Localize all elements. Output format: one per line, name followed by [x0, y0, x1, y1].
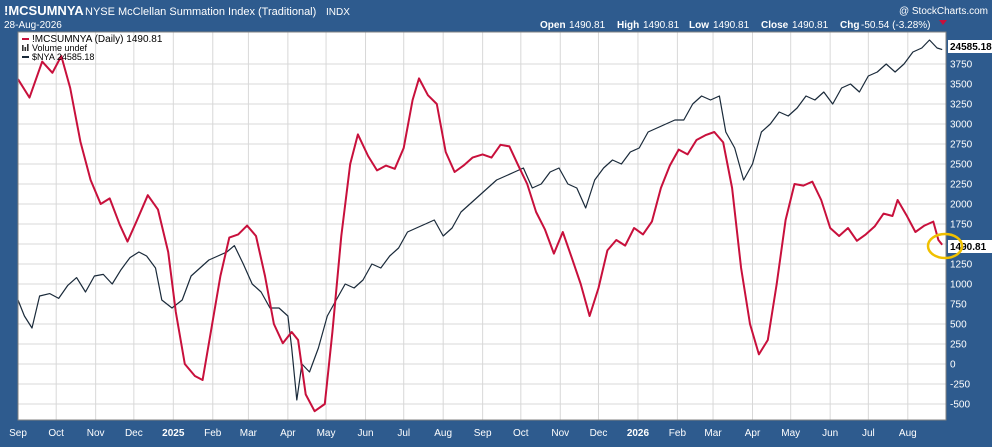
index-name: NYSE McClellan Summation Index (Traditio…: [85, 6, 316, 18]
x-tick-label: Oct: [48, 428, 64, 439]
x-tick-label: Jun: [357, 428, 373, 439]
x-tick-label: Dec: [125, 428, 143, 439]
y-tick-label: 2500: [950, 160, 973, 171]
symbol-title: !MCSUMNYA: [4, 3, 84, 18]
open-label: Open: [540, 20, 566, 31]
nya-last-value-tag: 24585.18: [948, 40, 992, 53]
y-tick-label: 2250: [950, 180, 973, 191]
down-arrow-icon: [939, 20, 947, 25]
x-tick-label: Apr: [280, 428, 296, 439]
low-value: 1490.81: [713, 20, 750, 31]
x-tick-label: Sep: [9, 428, 27, 439]
x-axis: Sep Oct Nov Dec 2025 Feb Mar Apr May Jun Jul Aug Sep…: [9, 428, 917, 439]
y-tick-label: 1250: [950, 260, 973, 271]
nya-last-value: 24585.18: [950, 42, 992, 53]
legend-nya: $NYA 24585.18: [32, 52, 94, 62]
x-tick-label: Aug: [899, 428, 917, 439]
x-tick-label: Dec: [590, 428, 608, 439]
copyright-text: @ StockCharts.com: [899, 6, 988, 17]
y-tick-label: 250: [950, 340, 967, 351]
plot-border: [17, 31, 947, 421]
x-tick-label: Mar: [240, 428, 258, 439]
series-layer: [17, 39, 943, 413]
y-tick-label: 3500: [950, 80, 973, 91]
legend: !MCSUMNYA (Daily) 1490.81 Volume undef $…: [22, 34, 163, 62]
high-label: High: [617, 20, 639, 31]
x-tick-label: Mar: [704, 428, 722, 439]
y-tick-label: 1750: [950, 220, 973, 231]
legend-volume: Volume undef: [32, 43, 88, 53]
x-tick-label: Apr: [745, 428, 761, 439]
volume-bars-icon: [22, 44, 29, 51]
mcsumnya-line: [17, 55, 943, 413]
highlight-circle: [926, 232, 964, 260]
mcsumnya-last-value-tag: 1490.81: [948, 240, 992, 253]
x-tick-label: Nov: [87, 428, 105, 439]
x-tick-label: Oct: [513, 428, 529, 439]
close-label: Close: [761, 20, 789, 31]
x-tick-label: May: [317, 428, 336, 439]
x-tick-label: Sep: [474, 428, 492, 439]
x-tick-label: Jul: [862, 428, 875, 439]
y-tick-label: -250: [950, 380, 970, 391]
chg-value: -50.54 (-3.28%): [861, 20, 930, 31]
exchange-label: INDX: [326, 7, 350, 18]
open-value: 1490.81: [569, 20, 606, 31]
mcsumnya-last-value: 1490.81: [950, 242, 987, 253]
high-value: 1490.81: [643, 20, 680, 31]
x-tick-label: 2026: [627, 428, 650, 439]
x-tick-label: 2025: [162, 428, 185, 439]
x-tick-label: Jul: [397, 428, 410, 439]
y-tick-label: 2000: [950, 200, 973, 211]
nya-line: [17, 39, 943, 401]
y-tick-label: 750: [950, 300, 967, 311]
ohlc-readout: Open 1490.81 High 1490.81 Low 1490.81 Cl…: [540, 20, 930, 31]
y-tick-label: 3000: [950, 120, 973, 131]
header-bar: [0, 0, 992, 32]
x-tick-label: Feb: [669, 428, 687, 439]
y-tick-label: 500: [950, 320, 967, 331]
y-tick-label: -500: [950, 400, 970, 411]
x-tick-label: Feb: [204, 428, 222, 439]
y-tick-label: 2750: [950, 140, 973, 151]
y-tick-label: 3750: [950, 60, 973, 71]
y-tick-label: 0: [950, 360, 956, 371]
chart-date: 28-Aug-2026: [4, 20, 62, 31]
x-tick-label: Jun: [822, 428, 838, 439]
x-tick-label: Nov: [551, 428, 569, 439]
x-tick-label: May: [781, 428, 800, 439]
y-tick-label: 1000: [950, 280, 973, 291]
close-value: 1490.81: [792, 20, 829, 31]
plot-area: [18, 32, 946, 420]
chg-label: Chg: [840, 20, 859, 31]
legend-mcsumnya: !MCSUMNYA (Daily) 1490.81: [32, 34, 163, 45]
x-tick-label: Aug: [434, 428, 452, 439]
low-label: Low: [689, 20, 709, 31]
y-tick-label: 3250: [950, 100, 973, 111]
